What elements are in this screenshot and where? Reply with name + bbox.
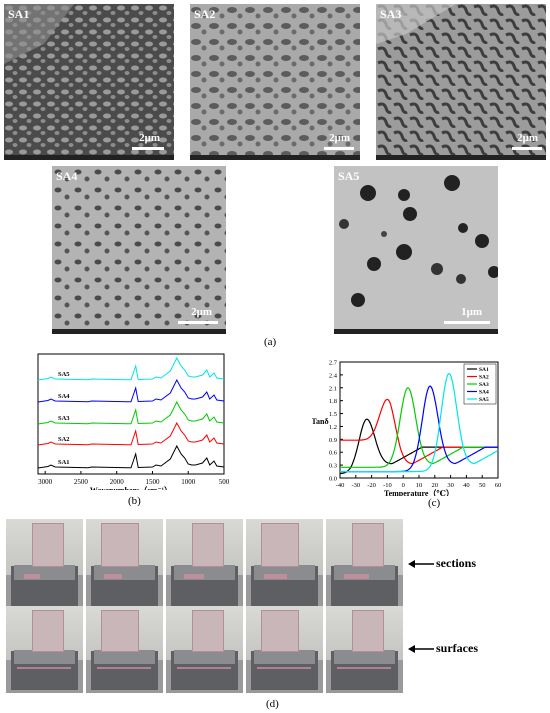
x-tick-label: -20 [367,482,376,489]
section-photo [166,519,243,610]
panel-label: SA2 [194,7,216,21]
y-tick-label: 0.9 [329,437,337,444]
caption-c: (c) [428,497,441,509]
scale-bar [132,147,164,150]
tem-texture [52,166,226,334]
x-axis-label: Temperature（℃） [384,488,454,496]
x-tick-label: -10 [383,482,392,489]
series-line [37,378,225,403]
series-label: SA5 [58,371,70,378]
tan-delta-chart: -40 -30 -20 -10 0 10 20 30 40 50 60 0.0 0.3 0.6 0.9 1.2… [312,360,502,497]
series-line [340,387,498,468]
series-line [37,421,225,446]
x-tick-label: 1500 [145,478,160,486]
y-axis-label: Tanδ [312,417,329,426]
ftir-chart: 3000 2500 2000 1500 1000 500 Wavenumbers（cm⁻¹）… [37,353,230,490]
y-tick-label: 0.3 [329,463,337,470]
series-line [37,444,225,469]
plot-frame [37,353,225,475]
series-line [37,400,225,425]
legend-entry: SA2 [479,375,489,381]
caption-d: (d) [266,698,279,710]
panel-label: SA5 [338,169,360,183]
x-tick-label: 20 [432,482,439,489]
x-tick-label: 40 [463,482,470,489]
scale-bar-label: 2μm [517,132,538,144]
surface-photo [166,606,243,693]
tem-texture [334,166,498,334]
series-line [339,418,498,475]
surface-photo [246,606,323,693]
x-tick-label: 2000 [110,478,125,486]
x-tick-label: 30 [447,482,454,489]
scale-bar-label: 1μm [461,306,482,318]
panel-label: SA4 [56,169,78,183]
tem-image-sa2: SA2 2μm [190,4,360,160]
tem-texture [190,4,360,160]
y-tick-label: 0.6 [329,450,338,457]
x-tick-label: 3000 [38,478,53,486]
caption-b: (b) [128,495,141,507]
x-tick-label: 2500 [74,478,89,486]
scale-bar [444,321,490,324]
surface-photo [86,606,163,693]
scale-bar [512,147,542,150]
x-tick-label: -40 [336,482,345,489]
sections-label: sections [436,556,476,570]
x-tick-label: 0 [402,482,405,489]
legend-entry: SA3 [479,382,489,388]
section-photo [326,519,403,610]
x-tick-label: 10 [416,482,423,489]
y-tick-label: 1.2 [329,424,337,431]
x-tick-label: 1000 [181,478,196,486]
scale-bar-label: 2μm [191,306,212,318]
legend-entry: SA5 [479,397,489,403]
tem-texture [4,4,174,160]
tem-image-sa4: SA4 2μm [52,166,226,334]
tem-image-sa5: SA5 1μm [334,166,498,334]
scale-bar [178,321,218,324]
arrow-icon [408,560,434,568]
surface-photo [326,606,403,693]
scale-bar-label: 2μm [139,132,160,144]
scale-bar [324,147,354,150]
y-tick-label: 1.8 [329,398,337,405]
section-photo [6,519,83,610]
x-tick-label: 60 [495,482,502,489]
legend-entry: SA4 [479,390,489,396]
tem-image-sa3: SA3 2μm [376,4,546,160]
y-tick-label: 1.5 [329,411,337,418]
panel-label: SA3 [380,7,402,21]
series-line [340,372,499,473]
section-photo [246,519,323,610]
legend-entry: SA1 [479,367,489,373]
surface-photo [6,606,83,693]
series-label: SA2 [58,436,70,443]
caption-a: (a) [264,336,277,348]
y-tick-label: 0.0 [329,476,337,483]
x-tick-label: -30 [351,482,360,489]
section-photo [86,519,163,610]
x-tick-label: 500 [219,478,230,486]
y-tick-label: 2.7 [329,360,338,367]
arrow-icon [408,645,434,653]
y-tick-label: 2.4 [329,372,338,379]
tem-image-sa1: SA1 2μm [4,4,174,160]
tem-texture [376,4,546,160]
surfaces-label: surfaces [436,641,478,655]
scale-bar-label: 2μm [329,132,350,144]
series-label: SA3 [58,415,70,422]
y-tick-label: 2.1 [329,385,337,392]
legend-box [463,363,497,405]
series-line [37,356,225,381]
series-label: SA4 [58,393,70,400]
series-label: SA1 [58,459,70,466]
panel-label: SA1 [8,7,30,21]
x-axis-label: Wavenumbers（cm⁻¹） [90,485,172,490]
x-tick-label: 50 [479,482,486,489]
